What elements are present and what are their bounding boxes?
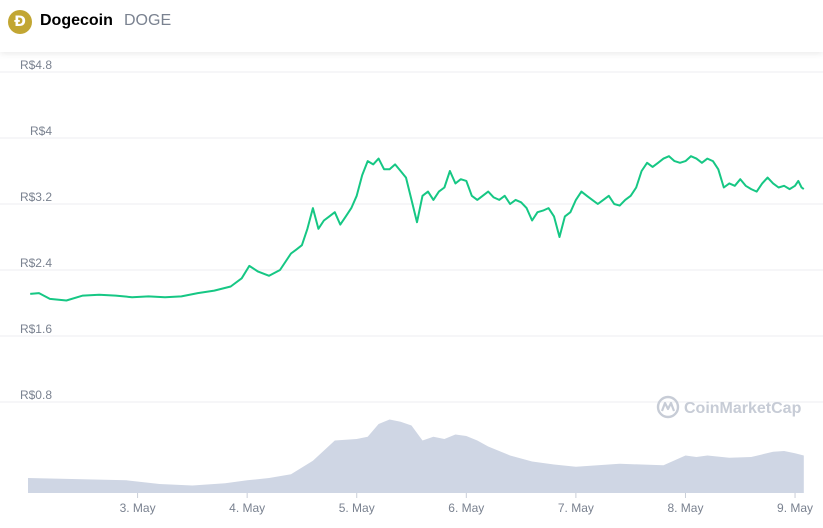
price-line xyxy=(30,155,805,302)
y-tick-label: R$2.4 xyxy=(20,256,52,270)
x-tick-label: 5. May xyxy=(339,501,375,515)
price-layer xyxy=(30,155,805,302)
coinmarketcap-logo-icon xyxy=(656,395,680,419)
x-tick-label: 6. May xyxy=(448,501,484,515)
coinmarketcap-watermark-text: CoinMarketCap xyxy=(684,400,802,417)
x-tick-label: 4. May xyxy=(229,501,265,515)
coinmarketcap-watermark: CoinMarketCap xyxy=(656,395,802,419)
x-tick-label: 3. May xyxy=(120,501,156,515)
y-tick-label: R$4.8 xyxy=(20,58,52,72)
x-tick-label: 8. May xyxy=(667,501,703,515)
y-tick-label: R$0.8 xyxy=(20,388,52,402)
x-tick-label: 7. May xyxy=(558,501,594,515)
dogecoin-logo-icon: Ð xyxy=(8,10,32,34)
coin-header: Ð Dogecoin DOGE xyxy=(0,0,823,52)
volume-layer xyxy=(28,419,804,493)
y-tick-label: R$1.6 xyxy=(20,322,52,336)
x-tick-label: 9. May xyxy=(777,501,813,515)
coin-symbol: DOGE xyxy=(124,12,172,29)
y-tick-label: R$3.2 xyxy=(20,190,52,204)
grid-layer xyxy=(0,71,823,403)
y-axis: R$0.8 R$1.6 R$2.4 R$3.2 R$4 R$4.8 xyxy=(20,58,52,402)
volume-area xyxy=(28,419,804,493)
x-axis: 3. May 4. May 5. May 6. May 7. May 8. May 9. M… xyxy=(120,493,813,515)
y-tick-label: R$4 xyxy=(30,124,52,138)
coin-name: Dogecoin xyxy=(40,12,113,29)
